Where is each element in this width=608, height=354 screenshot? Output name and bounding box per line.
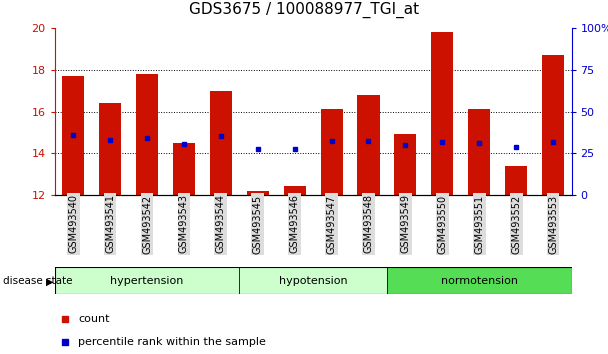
Text: GSM493540: GSM493540 <box>68 194 78 253</box>
Text: percentile rank within the sample: percentile rank within the sample <box>78 337 266 347</box>
Text: GDS3675 / 100088977_TGI_at: GDS3675 / 100088977_TGI_at <box>189 2 419 18</box>
Bar <box>387 267 572 294</box>
Text: GSM493543: GSM493543 <box>179 194 189 253</box>
Text: GSM493551: GSM493551 <box>474 194 484 253</box>
Text: GSM493547: GSM493547 <box>326 194 337 253</box>
Text: GSM493544: GSM493544 <box>216 194 226 253</box>
Text: normotension: normotension <box>441 275 518 286</box>
Text: GSM493541: GSM493541 <box>105 194 115 253</box>
Bar <box>542 55 564 195</box>
Text: disease state: disease state <box>3 276 72 286</box>
Bar <box>358 95 379 195</box>
Text: GSM493545: GSM493545 <box>253 194 263 253</box>
Bar <box>247 190 269 195</box>
Bar <box>505 166 527 195</box>
Bar <box>468 109 490 195</box>
Text: GSM493542: GSM493542 <box>142 194 152 253</box>
Text: count: count <box>78 314 109 324</box>
Text: GSM493548: GSM493548 <box>364 194 373 253</box>
Text: hypotension: hypotension <box>279 275 347 286</box>
Bar <box>99 103 121 195</box>
Bar <box>320 109 343 195</box>
Text: GSM493546: GSM493546 <box>289 194 300 253</box>
Text: GSM493549: GSM493549 <box>401 194 410 253</box>
Bar <box>395 135 416 195</box>
Bar <box>283 186 306 195</box>
Text: GSM493553: GSM493553 <box>548 194 558 253</box>
Text: hypertension: hypertension <box>110 275 184 286</box>
Bar <box>240 267 387 294</box>
Bar <box>55 267 240 294</box>
Text: GSM493550: GSM493550 <box>437 194 447 253</box>
Bar <box>136 74 158 195</box>
Bar <box>210 91 232 195</box>
Bar <box>431 33 454 195</box>
Bar <box>173 143 195 195</box>
Text: ▶: ▶ <box>46 276 54 286</box>
Text: GSM493552: GSM493552 <box>511 194 521 254</box>
Bar <box>62 76 85 195</box>
